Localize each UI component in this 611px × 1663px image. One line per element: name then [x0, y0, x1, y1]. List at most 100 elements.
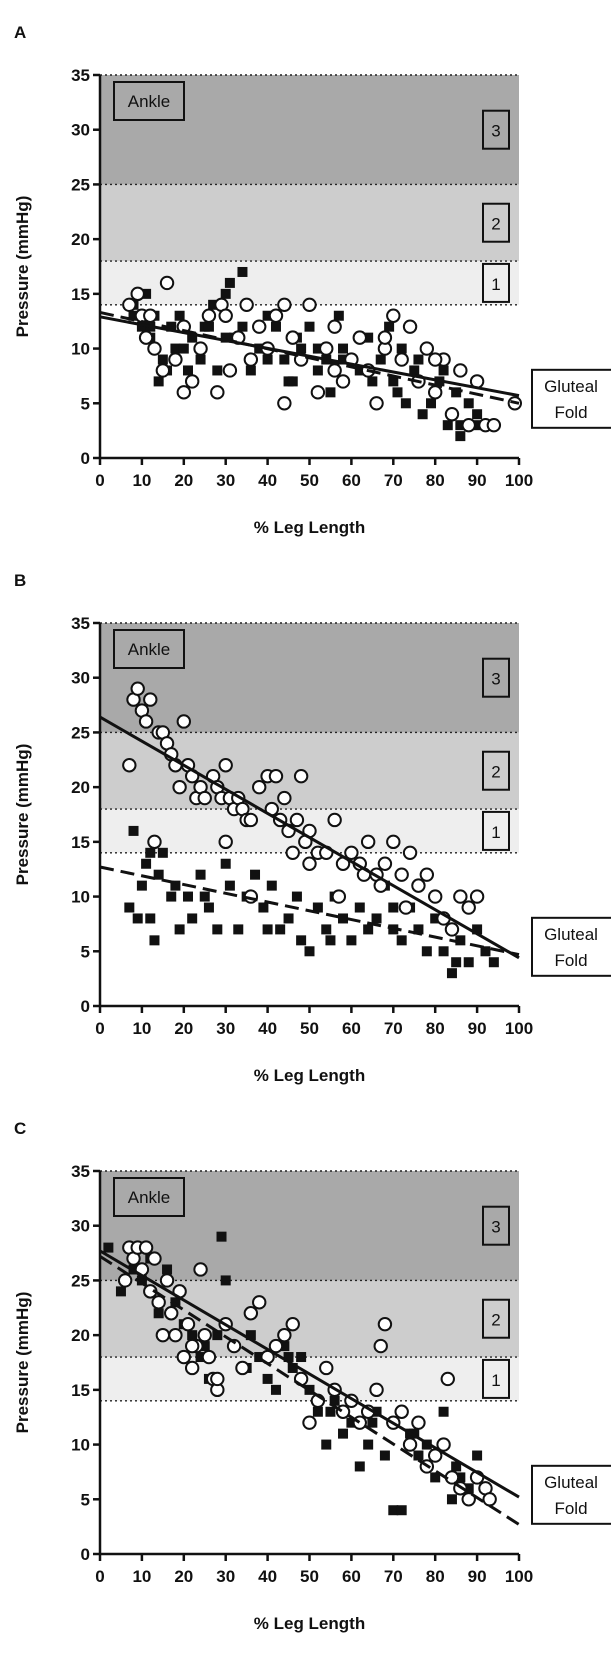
y-tick-label: 0 [81, 1545, 90, 1564]
data-point-square [338, 343, 349, 354]
x-tick-label: 50 [300, 1019, 319, 1038]
data-point-circle [377, 856, 393, 871]
data-point-square [333, 310, 344, 321]
data-point-square [325, 935, 336, 946]
data-point-square [321, 1439, 332, 1450]
y-tick-label: 20 [71, 1326, 90, 1345]
ankle-label: Ankle [128, 92, 171, 111]
data-point-circle [285, 1317, 300, 1332]
data-point-circle [394, 1404, 409, 1419]
data-point-circle [373, 1338, 388, 1354]
data-point-circle [184, 1360, 200, 1376]
data-point-square [182, 365, 193, 376]
data-point-square [157, 847, 168, 858]
data-point-circle [419, 867, 435, 882]
data-point-circle [252, 1295, 267, 1310]
data-point-circle [461, 417, 476, 433]
data-point-square [128, 825, 139, 836]
gluteal-fold-label: Gluteal [544, 1473, 598, 1492]
data-point-circle [285, 330, 300, 345]
data-point-square [472, 1450, 483, 1461]
data-point-circle [302, 1415, 317, 1430]
data-point-square [279, 1341, 290, 1352]
data-point-square [354, 365, 365, 376]
x-tick-label: 60 [342, 1019, 361, 1038]
data-point-circle [277, 297, 292, 312]
x-tick-label: 40 [258, 1567, 277, 1586]
data-point-square [463, 957, 474, 968]
data-point-circle [461, 1492, 476, 1507]
data-point-square [312, 365, 323, 376]
y-axis-title: Pressure (mmHg) [13, 196, 32, 338]
x-tick-label: 80 [426, 1567, 445, 1586]
data-point-square [472, 409, 483, 420]
data-point-circle [302, 297, 317, 312]
data-point-square [124, 902, 135, 913]
fit-line-solid [99, 715, 520, 960]
data-point-circle [444, 407, 460, 422]
data-point-circle [117, 1273, 133, 1288]
data-point-square [396, 1505, 407, 1516]
y-tick-label: 30 [71, 1217, 90, 1236]
data-point-circle [159, 275, 175, 291]
gluteal-fold-label: Gluteal [544, 377, 598, 396]
fit-line-dashed [99, 865, 520, 957]
y-tick-label: 10 [71, 888, 90, 907]
data-point-circle [222, 363, 238, 378]
data-point-circle [235, 1360, 250, 1376]
data-point-square [480, 946, 491, 957]
data-point-square [153, 869, 164, 880]
data-point-square [329, 1395, 340, 1406]
data-point-circle [419, 341, 435, 356]
data-point-circle [398, 900, 414, 915]
zone-label-2: 2 [491, 763, 500, 782]
data-point-circle [402, 319, 418, 334]
data-point-square [430, 1472, 441, 1483]
data-point-square [136, 1275, 147, 1286]
data-point-square [312, 343, 323, 354]
data-point-square [237, 266, 248, 277]
data-point-circle [147, 341, 162, 356]
data-point-square [258, 902, 269, 913]
data-point-circle [172, 779, 187, 795]
zone-label-box [482, 1205, 510, 1246]
y-tick-label: 15 [71, 285, 90, 304]
x-tick-label: 90 [468, 1567, 487, 1586]
y-tick-label: 5 [81, 1490, 90, 1509]
ankle-label-box [113, 629, 185, 669]
zone-label-box [482, 1358, 510, 1399]
data-point-square [178, 343, 189, 354]
data-point-square [455, 420, 466, 431]
y-tick-label: 5 [81, 394, 90, 413]
data-point-circle [331, 889, 347, 904]
data-point-square [287, 1362, 298, 1373]
ankle-label: Ankle [128, 1188, 171, 1207]
data-point-circle [302, 856, 317, 871]
data-point-circle [293, 769, 309, 784]
y-tick-label: 15 [71, 1381, 90, 1400]
data-point-circle [486, 417, 502, 433]
data-point-circle [377, 1317, 393, 1332]
data-point-square [245, 365, 256, 376]
y-tick-label: 20 [71, 778, 90, 797]
x-axis-title: % Leg Length [254, 1614, 365, 1633]
data-point-circle [193, 1262, 208, 1277]
data-point-square [430, 913, 441, 924]
data-point-square [170, 343, 181, 354]
data-point-circle [319, 1360, 334, 1376]
data-point-circle [243, 352, 259, 367]
data-point-square [166, 891, 177, 902]
data-point-square [367, 1417, 378, 1428]
data-point-square [220, 332, 231, 343]
data-point-square [212, 1330, 223, 1341]
zone-label-1: 1 [491, 275, 500, 294]
zone-label-box [482, 1298, 510, 1339]
x-tick-label: 70 [384, 471, 403, 490]
data-point-square [417, 409, 428, 420]
data-point-square [363, 1439, 374, 1450]
data-point-square [254, 1352, 265, 1363]
gluteal-fold-box [531, 368, 611, 429]
x-tick-label: 0 [95, 1019, 104, 1038]
zone-label-3: 3 [491, 1218, 500, 1237]
data-point-square [254, 343, 265, 354]
